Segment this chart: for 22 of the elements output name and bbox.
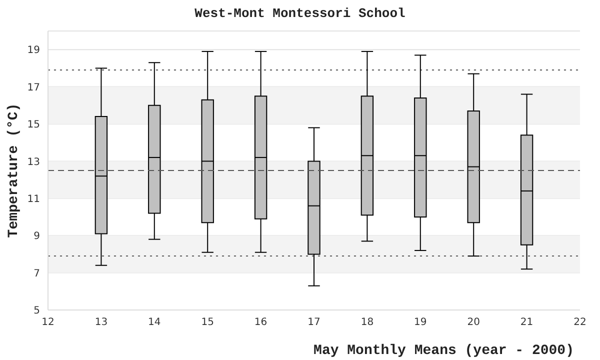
x-tick-label: 21 [520,317,534,328]
x-tick-label: 16 [254,317,268,328]
y-tick-label: 13 [27,156,40,168]
y-axis-title: Temperature (°C) [6,103,22,238]
x-tick-label: 12 [42,317,54,328]
y-tick-label: 9 [34,231,40,242]
x-axis-title: May Monthly Means (year - 2000) [314,343,574,359]
y-tick-label: 15 [27,120,40,131]
x-tick-label: 17 [308,317,320,328]
y-tick-label: 11 [27,194,40,205]
y-tick-label: 17 [27,82,40,94]
y-tick-label: 7 [34,268,40,280]
x-tick-label: 20 [467,317,480,328]
y-tick-label: 19 [27,45,40,56]
y-tick-label: 5 [34,306,40,317]
x-tick-label: 15 [201,317,214,328]
x-tick-label: 18 [360,317,374,328]
x-tick-label: 13 [94,317,108,328]
x-tick-label: 14 [148,317,161,328]
x-tick-label: 19 [414,317,427,328]
x-tick-label: 22 [574,317,586,328]
chart-title: West-Mont Montessori School [194,6,406,21]
